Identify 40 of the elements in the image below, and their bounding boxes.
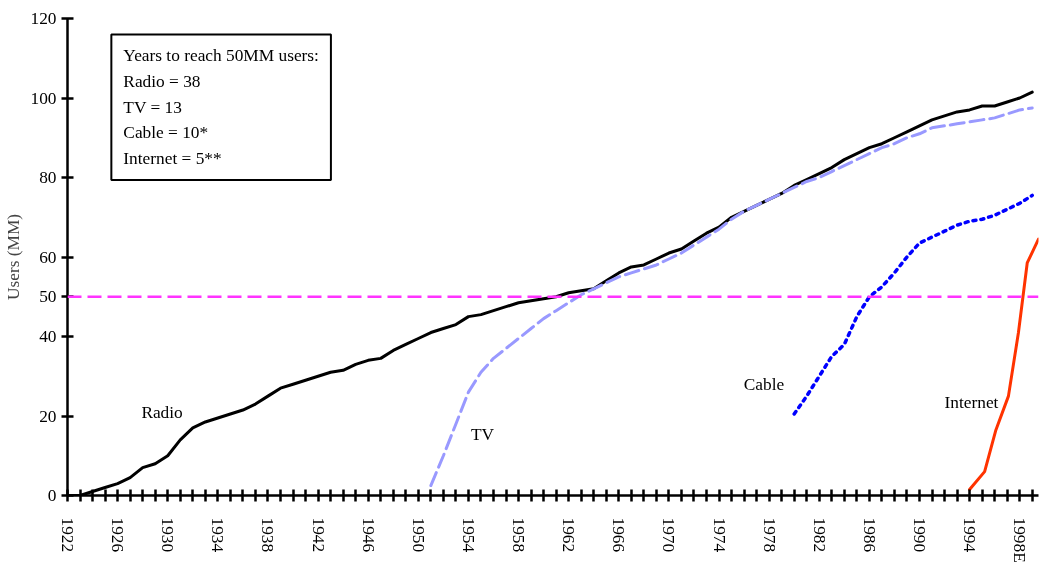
series-label: TV xyxy=(470,424,495,444)
y-tick-label: 20 xyxy=(39,406,57,426)
series-label: Radio xyxy=(141,402,183,422)
y-tick-label: 60 xyxy=(39,247,57,267)
series-label: Internet xyxy=(944,393,999,413)
x-tick-label: 1974 xyxy=(709,517,729,553)
line-series xyxy=(792,193,1034,416)
y-axis-title: Users (MM) xyxy=(3,213,23,301)
x-tick-label: 1934 xyxy=(208,517,228,553)
x-tick-label: 1946 xyxy=(358,517,378,553)
y-tick-label: 120 xyxy=(30,9,57,28)
annotation: Years to reach 50MM users: xyxy=(123,46,319,66)
annotation: Radio = 38 xyxy=(123,72,201,92)
x-tick-label: 1998E xyxy=(1010,517,1030,563)
x-tick-label: 1962 xyxy=(559,517,579,553)
x-tick-label: 1994 xyxy=(960,517,980,553)
annotation: Internet = 5** xyxy=(123,149,222,168)
series-label: Cable xyxy=(743,375,785,395)
y-tick-label: 100 xyxy=(30,88,57,108)
x-tick-label: 1990 xyxy=(909,517,929,553)
x-tick-label: 1986 xyxy=(859,517,879,553)
y-tick-label: 50 xyxy=(39,287,57,307)
x-tick-label: 1954 xyxy=(458,517,478,553)
annotation: TV = 13 xyxy=(123,97,182,117)
x-tick-label: 1926 xyxy=(108,517,128,553)
y-tick-label: 40 xyxy=(39,327,57,346)
annotation: Cable = 10* xyxy=(123,123,209,143)
x-tick-label: 1942 xyxy=(308,517,328,553)
x-tick-label: 1930 xyxy=(158,517,178,553)
line-series xyxy=(429,106,1034,488)
y-tick-label: 80 xyxy=(39,168,57,187)
y-tick-label: 0 xyxy=(47,486,57,505)
x-tick-label: 1978 xyxy=(759,517,779,553)
x-tick-label: 1950 xyxy=(408,517,428,553)
x-tick-label: 1970 xyxy=(659,517,679,553)
x-tick-label: 1922 xyxy=(58,517,77,553)
x-tick-label: 1958 xyxy=(509,517,529,553)
x-tick-label: 1982 xyxy=(809,517,829,553)
x-tick-label: 1938 xyxy=(258,517,278,553)
x-tick-label: 1966 xyxy=(609,517,629,553)
